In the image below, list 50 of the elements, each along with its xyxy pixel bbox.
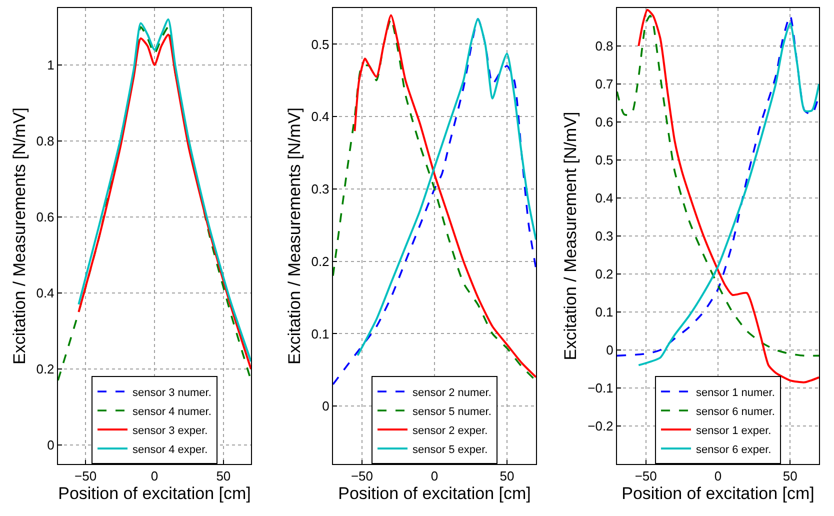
x-tick-label: 50 xyxy=(216,468,231,484)
x-axis-title: Position of excitation [cm] xyxy=(338,484,531,504)
legend-label: sensor 3 exper. xyxy=(132,424,208,437)
y-tick-label: 0.4 xyxy=(36,286,54,301)
x-axis-title: Position of excitation [cm] xyxy=(58,484,251,504)
y-tick-label: 0 xyxy=(47,438,54,453)
y-axis-title: Excitation / Measurements [N/mV] xyxy=(10,108,29,364)
y-tick-label: 0.8 xyxy=(595,38,614,54)
y-tick-label: 0.2 xyxy=(36,362,54,377)
legend-label: sensor 1 numer. xyxy=(696,386,775,399)
y-tick-label: 0.7 xyxy=(595,76,614,92)
x-tick-label: 50 xyxy=(500,468,514,484)
y-tick-label: 0 xyxy=(322,398,330,414)
legend-label: sensor 5 exper. xyxy=(412,444,488,456)
legend-label: sensor 2 exper. xyxy=(412,424,488,437)
legend-label: sensor 4 numer. xyxy=(132,406,212,418)
legend-label: sensor 4 exper. xyxy=(132,444,208,456)
y-axis-title: Excitation / Measurement [N/mV] xyxy=(561,112,580,360)
x-tick-label: 50 xyxy=(782,468,798,484)
y-tick-label: 0.6 xyxy=(595,114,614,130)
y-tick-label: −0.2 xyxy=(588,418,614,434)
x-tick-label: 0 xyxy=(150,468,158,484)
x-tick-label: −50 xyxy=(350,468,374,484)
legend-label: sensor 6 exper. xyxy=(696,444,772,456)
y-tick-label: 0.4 xyxy=(311,109,330,124)
y-tick-label: 0.2 xyxy=(595,266,614,282)
y-tick-label: 0.5 xyxy=(595,152,614,168)
legend-label: sensor 6 numer. xyxy=(696,406,775,418)
x-tick-label: 0 xyxy=(714,468,722,484)
y-tick-label: 0.1 xyxy=(595,304,614,320)
y-tick-label: 0.8 xyxy=(36,134,54,149)
x-tick-label: −50 xyxy=(634,468,657,484)
legend-label: sensor 5 numer. xyxy=(412,406,492,418)
y-tick-label: 1 xyxy=(47,58,54,73)
legend-label: sensor 2 numer. xyxy=(412,386,492,399)
y-tick-label: 0.2 xyxy=(311,254,330,269)
x-axis-title: Position of excitation [cm] xyxy=(622,484,814,504)
x-tick-label: −50 xyxy=(74,468,97,484)
legend-label: sensor 1 exper. xyxy=(696,424,772,437)
y-axis-title: Excitation / Measurements [N/mV] xyxy=(284,108,304,364)
y-tick-label: 0.1 xyxy=(311,326,330,342)
x-tick-label: 0 xyxy=(430,468,438,484)
y-tick-label: 0.5 xyxy=(311,36,330,52)
y-tick-label: 0 xyxy=(606,342,614,358)
y-tick-label: 0.4 xyxy=(595,190,614,206)
y-tick-label: 0.6 xyxy=(36,210,54,225)
y-tick-label: 0.3 xyxy=(595,228,614,244)
y-tick-label: −0.1 xyxy=(588,380,614,396)
legend-label: sensor 3 numer. xyxy=(132,386,212,399)
y-tick-label: 0.3 xyxy=(311,182,330,196)
